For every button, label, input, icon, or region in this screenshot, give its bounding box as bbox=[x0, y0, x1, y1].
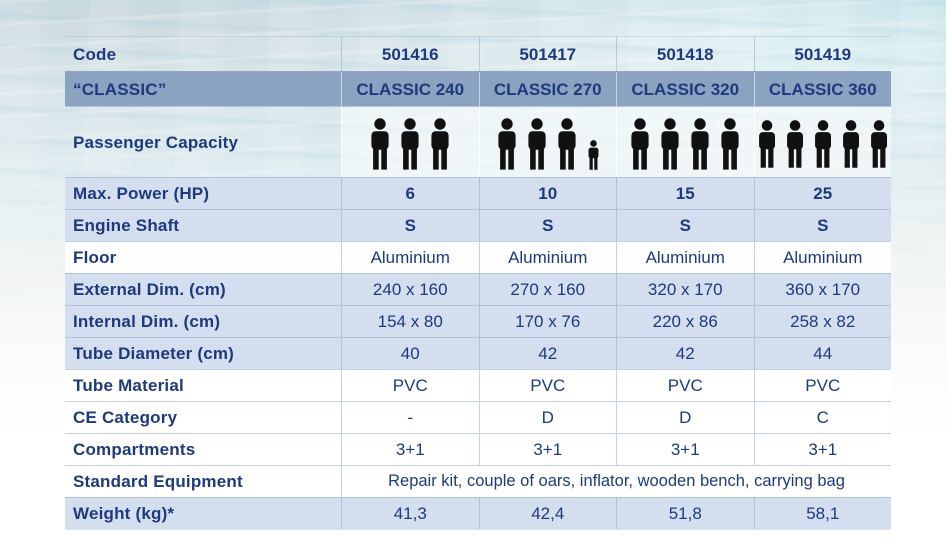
standard-equipment-cell: Repair kit, couple of oars, inflator, wo… bbox=[341, 466, 891, 497]
spec-cell: S bbox=[753, 210, 892, 241]
row-engine-shaft: Engine Shaft S S S S bbox=[65, 209, 891, 241]
person-icon bbox=[691, 118, 709, 170]
row-label-max-power: Max. Power (HP) bbox=[73, 184, 210, 203]
row-floor: Floor Aluminium Aluminium Aluminium Alum… bbox=[65, 241, 891, 273]
spec-cell: 40 bbox=[341, 338, 479, 369]
spec-cell: 3+1 bbox=[478, 434, 617, 465]
spec-cell: 3+1 bbox=[753, 434, 892, 465]
row-label-weight: Weight (kg)* bbox=[73, 504, 175, 523]
spec-cell: Aluminium bbox=[341, 242, 479, 273]
code-cell: 501417 bbox=[478, 37, 617, 71]
row-label-internal-dim: Internal Dim. (cm) bbox=[73, 312, 221, 331]
model-name-cell: CLASSIC 360 bbox=[753, 72, 892, 106]
spec-cell: 360 x 170 bbox=[753, 274, 892, 305]
person-icon bbox=[401, 118, 419, 170]
row-tube-material: Tube Material PVC PVC PVC PVC bbox=[65, 369, 891, 401]
row-passenger-capacity: Passenger Capacity bbox=[65, 106, 891, 177]
spec-cell: D bbox=[478, 402, 617, 433]
row-label-passenger-capacity: Passenger Capacity bbox=[73, 132, 239, 152]
spec-table: Code 501416 501417 501418 501419 “CLASSI… bbox=[65, 36, 891, 530]
model-name-cell: CLASSIC 320 bbox=[616, 72, 754, 106]
passenger-capacity-cell bbox=[341, 107, 479, 177]
spec-cell: 42 bbox=[478, 338, 617, 369]
row-model-name: “CLASSIC” CLASSIC 240 CLASSIC 270 CLASSI… bbox=[65, 71, 891, 106]
spec-cell: - bbox=[341, 402, 479, 433]
row-tube-diameter: Tube Diameter (cm) 40 42 42 44 bbox=[65, 337, 891, 369]
person-icon bbox=[721, 118, 739, 170]
person-icon bbox=[870, 120, 887, 168]
person-icon bbox=[558, 118, 576, 170]
spec-cell: 240 x 160 bbox=[341, 274, 479, 305]
row-ce-category: CE Category - D D C bbox=[65, 401, 891, 433]
model-name-cell: CLASSIC 270 bbox=[478, 72, 617, 106]
spec-cell: Aluminium bbox=[616, 242, 754, 273]
row-label-code: Code bbox=[73, 44, 117, 64]
spec-cell: 42,4 bbox=[478, 498, 617, 529]
person-icon bbox=[758, 120, 775, 168]
spec-cell: 15 bbox=[616, 178, 754, 209]
spec-cell: 41,3 bbox=[341, 498, 479, 529]
person-icon bbox=[371, 118, 389, 170]
row-max-power: Max. Power (HP) 6 10 15 25 bbox=[65, 177, 891, 209]
passenger-capacity-cell bbox=[616, 107, 754, 177]
spec-cell: 51,8 bbox=[616, 498, 754, 529]
spec-cell: 258 x 82 bbox=[753, 306, 892, 337]
row-internal-dim: Internal Dim. (cm) 154 x 80 170 x 76 220… bbox=[65, 305, 891, 337]
spec-cell: PVC bbox=[753, 370, 892, 401]
spec-cell: PVC bbox=[478, 370, 617, 401]
spec-cell: 25 bbox=[753, 178, 892, 209]
passenger-capacity-cell bbox=[478, 107, 616, 177]
person-icon bbox=[814, 120, 831, 168]
spec-cell: 170 x 76 bbox=[478, 306, 617, 337]
spec-cell: Aluminium bbox=[478, 242, 617, 273]
row-compartments: Compartments 3+1 3+1 3+1 3+1 bbox=[65, 433, 891, 465]
row-label-tube-diameter: Tube Diameter (cm) bbox=[73, 344, 235, 363]
spec-cell: 10 bbox=[478, 178, 617, 209]
row-label-classic: “CLASSIC” bbox=[73, 79, 167, 99]
spec-cell: 320 x 170 bbox=[616, 274, 754, 305]
child-person-icon bbox=[588, 140, 599, 170]
row-label-engine-shaft: Engine Shaft bbox=[73, 216, 180, 235]
code-cell: 501418 bbox=[616, 37, 754, 71]
code-cell: 501419 bbox=[753, 37, 892, 71]
row-label-tube-material: Tube Material bbox=[73, 376, 184, 395]
row-weight: Weight (kg)* 41,3 42,4 51,8 58,1 bbox=[65, 497, 891, 529]
spec-cell: PVC bbox=[616, 370, 754, 401]
person-icon bbox=[842, 120, 859, 168]
row-label-standard-equipment: Standard Equipment bbox=[73, 472, 243, 491]
row-label-external-dim: External Dim. (cm) bbox=[73, 280, 226, 299]
spec-cell: 44 bbox=[753, 338, 892, 369]
spec-cell: S bbox=[616, 210, 754, 241]
spec-cell: Aluminium bbox=[753, 242, 892, 273]
spec-cell: C bbox=[753, 402, 892, 433]
person-icon bbox=[661, 118, 679, 170]
spec-cell: 154 x 80 bbox=[341, 306, 479, 337]
model-name-cell: CLASSIC 240 bbox=[341, 72, 479, 106]
person-icon bbox=[528, 118, 546, 170]
spec-cell: 270 x 160 bbox=[478, 274, 617, 305]
row-code: Code 501416 501417 501418 501419 bbox=[65, 36, 891, 71]
person-icon bbox=[631, 118, 649, 170]
person-icon bbox=[498, 118, 516, 170]
person-icon bbox=[786, 120, 803, 168]
row-label-compartments: Compartments bbox=[73, 440, 196, 459]
row-standard-equipment: Standard Equipment Repair kit, couple of… bbox=[65, 465, 891, 497]
spec-cell: 3+1 bbox=[341, 434, 479, 465]
spec-cell: 42 bbox=[616, 338, 754, 369]
row-label-floor: Floor bbox=[73, 248, 117, 267]
code-cell: 501416 bbox=[341, 37, 479, 71]
spec-cell: 6 bbox=[341, 178, 479, 209]
spec-cell: D bbox=[616, 402, 754, 433]
spec-cell: 220 x 86 bbox=[616, 306, 754, 337]
spec-cell: PVC bbox=[341, 370, 479, 401]
spec-cell: S bbox=[478, 210, 617, 241]
passenger-capacity-cell bbox=[753, 107, 891, 177]
person-icon bbox=[431, 118, 449, 170]
spec-cell: 58,1 bbox=[753, 498, 892, 529]
row-label-ce-category: CE Category bbox=[73, 408, 178, 427]
spec-cell: S bbox=[341, 210, 479, 241]
row-external-dim: External Dim. (cm) 240 x 160 270 x 160 3… bbox=[65, 273, 891, 305]
spec-cell: 3+1 bbox=[616, 434, 754, 465]
